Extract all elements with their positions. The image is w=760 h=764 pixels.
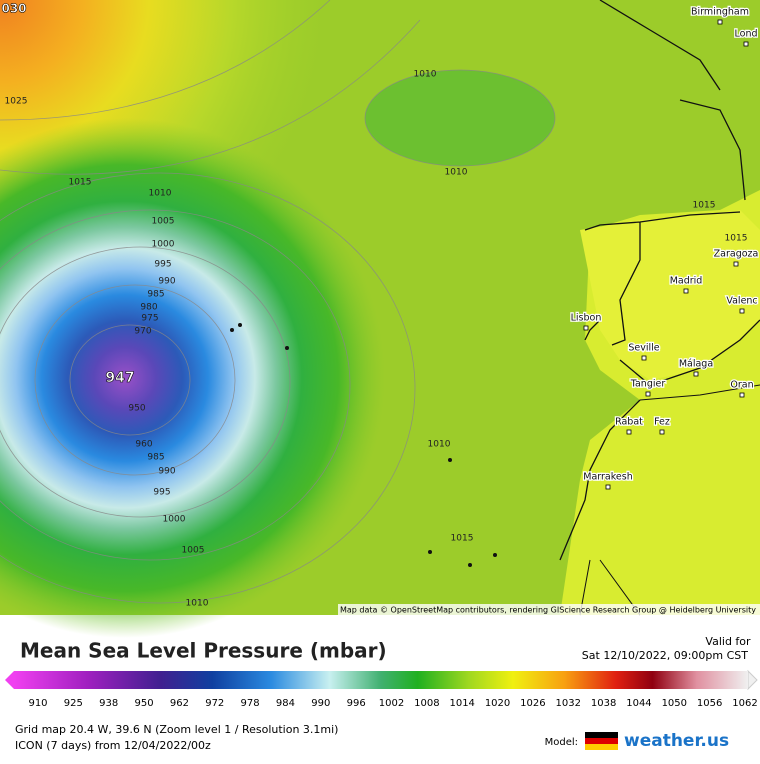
legend-tick-label: 1032: [556, 698, 581, 709]
city-marker: [743, 41, 749, 47]
city-label: Málaga: [679, 359, 713, 370]
legend-tick-label: 990: [311, 698, 330, 709]
legend-tick-label: 938: [99, 698, 118, 709]
attribution: Map data © OpenStreetMap contributors, r…: [340, 606, 756, 615]
isobar-label: 1010: [445, 168, 468, 178]
city-marker: [645, 391, 651, 397]
isobar-label: 985: [147, 453, 164, 463]
isobar-label: 1000: [152, 240, 175, 250]
isobar-label: 1015: [451, 534, 474, 544]
legend-tick-label: 910: [28, 698, 47, 709]
legend-tick-label: 984: [276, 698, 295, 709]
legend-tick-label: 1038: [591, 698, 616, 709]
legend-tick-label: 1026: [520, 698, 545, 709]
isobar-label: 950: [128, 404, 145, 414]
map: 030 947 1010 1025 1015 1010 1010 1005 1000 995 9…: [0, 0, 760, 638]
isobar-label: 960: [135, 440, 152, 450]
isobar-label: 990: [158, 467, 175, 477]
model-run: ICON (7 days) from 12/04/2022/00z: [15, 739, 211, 752]
city-marker: [717, 19, 723, 25]
city-label: Lisbon: [571, 313, 602, 324]
isobar-label: 1005: [152, 217, 175, 227]
brand[interactable]: weather.us: [624, 731, 729, 751]
grid-info: Grid map 20.4 W, 39.6 N (Zoom level 1 / …: [15, 723, 338, 736]
legend-bar: [14, 671, 748, 689]
city-label: Rabat: [615, 417, 643, 428]
city-label: Valenc: [726, 296, 757, 307]
city-marker: [659, 429, 665, 435]
valid-time: Sat 12/10/2022, 09:00pm CST: [582, 649, 748, 662]
city-label: Tangier: [630, 379, 666, 390]
isobar-label: 990: [158, 277, 175, 287]
legend-tick-label: 950: [135, 698, 154, 709]
isobar-label: 970: [134, 327, 151, 337]
city-marker: [733, 261, 739, 267]
isobar-label: 975: [141, 314, 158, 324]
isobar-label: 1015: [693, 201, 716, 211]
legend-tick-label: 978: [241, 698, 260, 709]
legend-tick-label: 1044: [626, 698, 651, 709]
valid-label: Valid for: [705, 635, 751, 648]
city-marker: [583, 325, 589, 331]
city-marker: [605, 484, 611, 490]
model-label: Model:: [545, 737, 578, 748]
low-center: 947: [105, 370, 134, 386]
isobar-label: 1010: [149, 189, 172, 199]
city-label: Marrakesh: [583, 472, 632, 483]
legend-tick-label: 1014: [449, 698, 474, 709]
legend-tick-label: 1050: [662, 698, 687, 709]
isobar-label: 1010: [428, 440, 451, 450]
city-label: Seville: [628, 343, 659, 354]
isobar-label: 1000: [163, 515, 186, 525]
city-label: Zaragoza: [714, 249, 759, 260]
legend-tick-label: 1002: [379, 698, 404, 709]
legend-tick-label: 1008: [414, 698, 439, 709]
legend-tick-label: 1062: [732, 698, 757, 709]
isobar-label: 1005: [182, 546, 205, 556]
city-label: Oran: [730, 380, 753, 391]
city-label: Birmingham: [691, 7, 749, 18]
city-label: Fez: [654, 417, 670, 428]
isobar-label: 1010: [414, 70, 437, 80]
isobar-label: 1025: [5, 97, 28, 107]
legend-tick-label: 972: [205, 698, 224, 709]
isobar-label: 1015: [725, 234, 748, 244]
isobar-label: 1015: [69, 178, 92, 188]
isobar-label: 1010: [186, 599, 209, 609]
city-marker: [739, 392, 745, 398]
legend-title: Mean Sea Level Pressure (mbar): [20, 639, 387, 663]
city-marker: [626, 429, 632, 435]
city-marker: [641, 355, 647, 361]
legend-tick-label: 962: [170, 698, 189, 709]
isobar-label: 980: [140, 303, 157, 313]
isobar-label: 985: [147, 290, 164, 300]
city-label: Madrid: [670, 276, 703, 287]
legend-tick-label: 925: [64, 698, 83, 709]
legend-tick-label: 1020: [485, 698, 510, 709]
isobar-label: 995: [153, 488, 170, 498]
city-marker: [739, 308, 745, 314]
corner-label: 030: [1, 2, 26, 16]
city-label: Lond: [735, 29, 758, 40]
legend-tick-label: 1056: [697, 698, 722, 709]
city-marker: [683, 288, 689, 294]
city-marker: [693, 371, 699, 377]
legend-tick-label: 996: [347, 698, 366, 709]
isobar-label: 995: [154, 260, 171, 270]
